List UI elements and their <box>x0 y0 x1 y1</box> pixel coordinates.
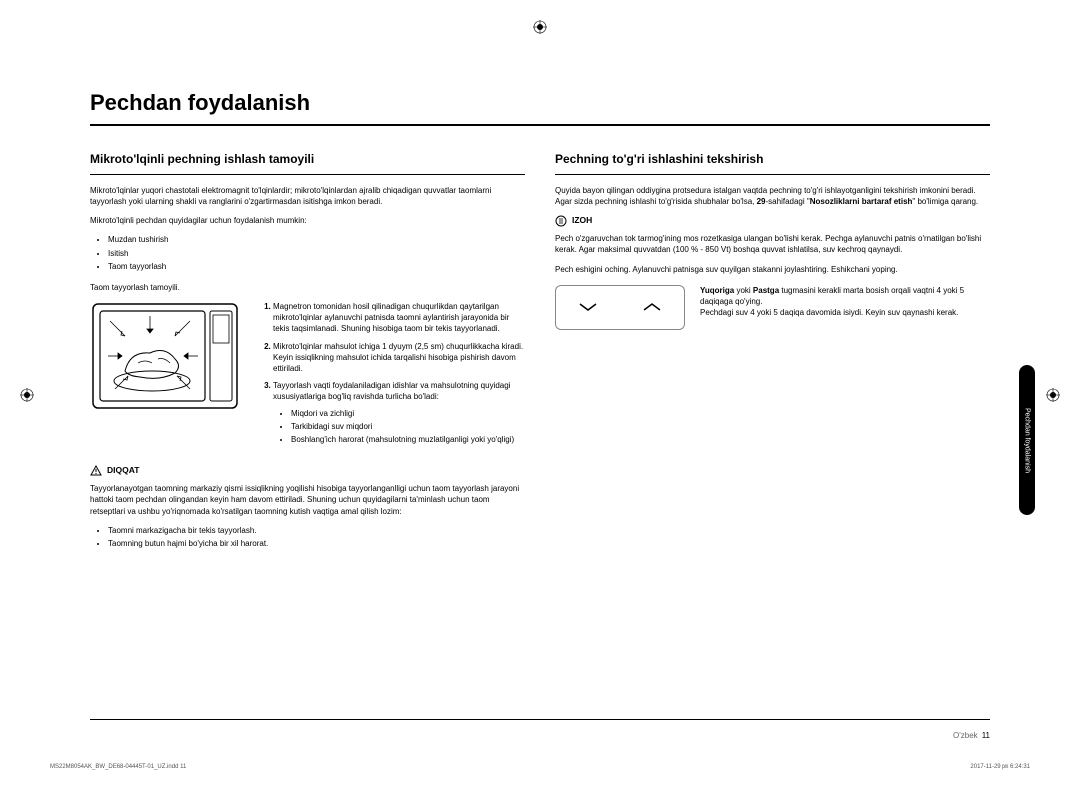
warning-icon <box>90 465 102 477</box>
left-column: Mikroto'lqinli pechning ishlash tamoyili… <box>90 151 525 559</box>
list-item: Taomni markazigacha bir tekis tayyorlash… <box>108 525 525 536</box>
note-header: IZOH <box>555 215 990 227</box>
note-label: IZOH <box>572 215 592 227</box>
numbered-list: Magnetron tomonidan hosil qilinadigan ch… <box>255 301 525 451</box>
right-heading: Pechning to'g'ri ishlashini tekshirish <box>555 151 990 168</box>
list-item: Isitish <box>108 248 525 259</box>
crop-mark-right <box>1046 388 1060 402</box>
page-number: O'zbek11 <box>953 731 990 740</box>
microwave-diagram <box>90 301 240 411</box>
list-item: Mikroto'lqinlar mahsulot ichiga 1 dyuym … <box>273 341 525 375</box>
list-item: Muzdan tushirish <box>108 234 525 245</box>
note-icon <box>555 215 567 227</box>
chevron-down-icon <box>577 301 599 313</box>
right-heading-rule <box>555 174 990 175</box>
warning-bullets: Taomni markazigacha bir tekis tayyorlash… <box>90 525 525 549</box>
content-columns: Mikroto'lqinli pechning ishlash tamoyili… <box>90 151 990 559</box>
left-heading-rule <box>90 174 525 175</box>
arrows-p2: Pechdagi suv 4 yoki 5 daqiqa davomida is… <box>700 307 990 318</box>
arrows-row: Yuqoriga yoki Pastga tugmasini kerakli m… <box>555 285 990 330</box>
page-title: Pechdan foydalanish <box>90 90 990 116</box>
diagram-caption: Taom tayyorlash tamoyili. <box>90 282 525 293</box>
warning-header: DIQQAT <box>90 465 525 477</box>
left-p1: Mikroto'lqinlar yuqori chastotali elektr… <box>90 185 525 207</box>
left-bullets: Muzdan tushirish Isitish Taom tayyorlash <box>90 234 525 272</box>
left-p2: Mikroto'lqinli pechdan quyidagilar uchun… <box>90 215 525 226</box>
note-text: Pech o'zgaruvchan tok tarmog'ining mos r… <box>555 233 990 255</box>
title-divider <box>90 124 990 126</box>
side-tab: Pechdan foydalanish <box>1019 365 1035 515</box>
right-column: Pechning to'g'ri ishlashini tekshirish Q… <box>555 151 990 559</box>
right-p2: Pech eshigini oching. Aylanuvchi patnisg… <box>555 264 990 275</box>
footer-rule <box>90 719 990 720</box>
list-item: Tayyorlash vaqti foydalaniladigan idishl… <box>273 380 525 445</box>
list-item: Boshlang'ich harorat (mahsulotning muzla… <box>291 434 525 445</box>
warning-label: DIQQAT <box>107 465 139 477</box>
chevron-up-icon <box>641 301 663 313</box>
arrows-p1: Yuqoriga yoki Pastga tugmasini kerakli m… <box>700 285 990 307</box>
warning-text: Tayyorlanayotgan taomning markaziy qismi… <box>90 483 525 517</box>
list-item: Taomning butun hajmi bo'yicha bir xil ha… <box>108 538 525 549</box>
arrows-text: Yuqoriga yoki Pastga tugmasini kerakli m… <box>700 285 990 330</box>
crop-mark-top <box>533 20 547 34</box>
list-item: Magnetron tomonidan hosil qilinadigan ch… <box>273 301 525 335</box>
list-item: Tarkibidagi suv miqdori <box>291 421 525 432</box>
diagram-row: Magnetron tomonidan hosil qilinadigan ch… <box>90 301 525 451</box>
sub-bullets: Miqdori va zichligi Tarkibidagi suv miqd… <box>273 408 525 446</box>
list-item: Miqdori va zichligi <box>291 408 525 419</box>
num3-text: Tayyorlash vaqti foydalaniladigan idishl… <box>273 381 510 401</box>
left-heading: Mikroto'lqinli pechning ishlash tamoyili <box>90 151 525 168</box>
footer-right: 2017-11-29 ㏘ 6:24:31 <box>970 761 1030 770</box>
footer-left: MS22M8054AK_BW_DE68-04445T-01_UZ.indd 11 <box>50 764 186 770</box>
list-item: Taom tayyorlash <box>108 261 525 272</box>
crop-mark-left <box>20 388 34 402</box>
right-p1: Quyida bayon qilingan oddiygina protsedu… <box>555 185 990 207</box>
arrow-buttons-diagram <box>555 285 685 330</box>
